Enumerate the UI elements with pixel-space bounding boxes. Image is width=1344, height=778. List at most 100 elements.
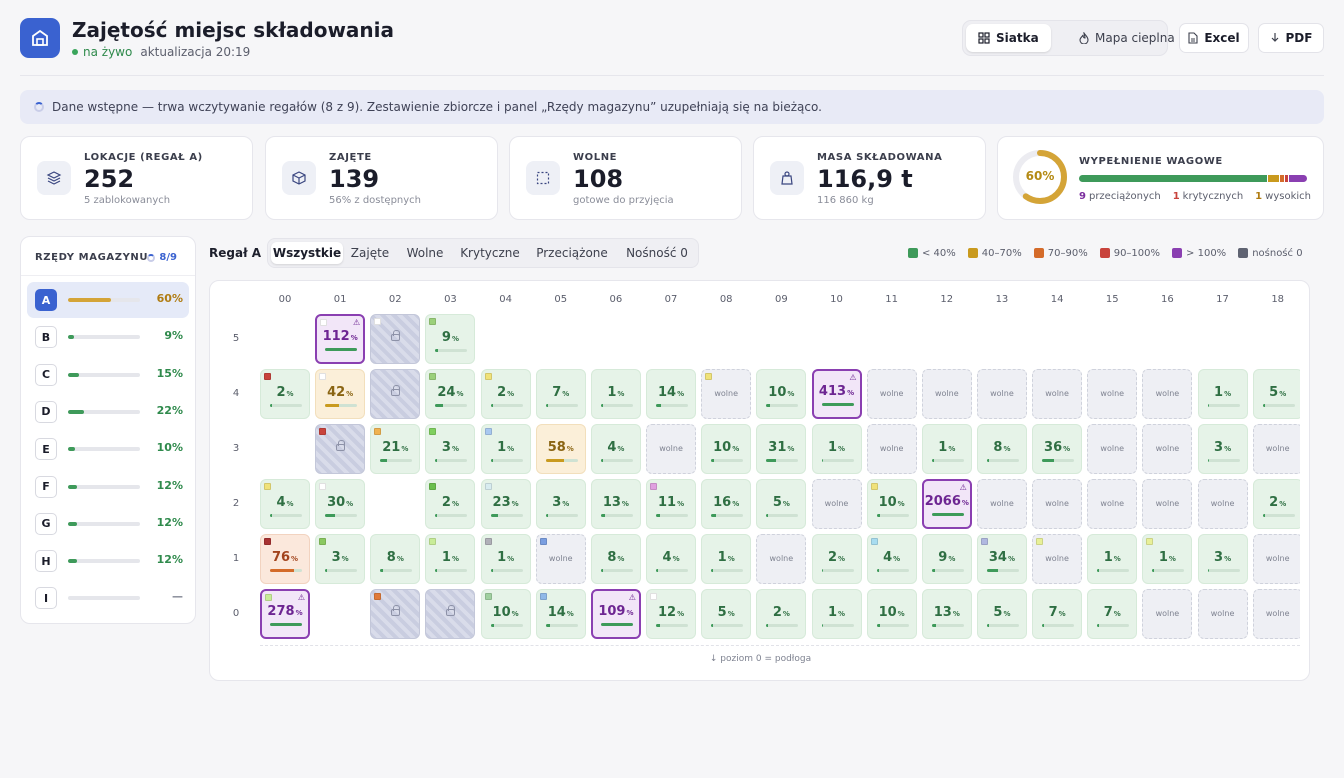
storage-cell[interactable]: 4% — [260, 479, 310, 529]
storage-cell[interactable]: 2% — [756, 589, 807, 639]
row-item-f[interactable]: F 12% — [27, 469, 189, 505]
storage-cell[interactable]: 2% — [425, 479, 476, 529]
storage-cell[interactable]: 1% — [1087, 534, 1138, 584]
storage-cell[interactable]: 8% — [590, 534, 641, 584]
storage-cell[interactable]: 7% — [535, 369, 586, 419]
storage-cell-free[interactable]: wolne — [1087, 424, 1138, 474]
row-item-d[interactable]: D 22% — [27, 394, 189, 430]
storage-cell[interactable]: 5% — [976, 589, 1027, 639]
storage-cell[interactable]: 12% — [646, 589, 697, 639]
row-item-e[interactable]: E 10% — [27, 431, 189, 467]
storage-cell[interactable]: 42% — [315, 369, 366, 419]
view-grid-button[interactable]: Siatka — [966, 24, 1051, 52]
storage-cell[interactable]: 23% — [480, 479, 531, 529]
storage-cell-blocked[interactable] — [370, 589, 421, 639]
storage-cell[interactable]: 8% — [370, 534, 421, 584]
row-item-a[interactable]: A 60% — [27, 282, 189, 318]
export-pdf-button[interactable]: PDF — [1258, 23, 1324, 53]
storage-cell-free[interactable]: wolne — [1252, 534, 1300, 584]
storage-cell[interactable]: 1% — [590, 369, 641, 419]
storage-cell[interactable]: 3% — [1197, 534, 1248, 584]
storage-cell[interactable]: 13% — [590, 479, 641, 529]
storage-cell[interactable]: 4% — [866, 534, 917, 584]
storage-cell[interactable]: 4% — [646, 534, 697, 584]
storage-cell-free[interactable]: wolne — [701, 369, 752, 419]
storage-cell[interactable]: 2% — [811, 534, 862, 584]
filter-przeciążone[interactable]: Przeciążone — [536, 246, 608, 260]
storage-cell[interactable]: 2% — [480, 369, 531, 419]
storage-cell[interactable]: 1% — [1197, 369, 1248, 419]
storage-cell[interactable]: 31% — [756, 424, 807, 474]
storage-cell-free[interactable]: wolne — [1142, 479, 1193, 529]
row-item-i[interactable]: I — — [27, 580, 189, 616]
storage-cell[interactable]: 14% — [535, 589, 586, 639]
storage-cell[interactable]: 10% — [866, 589, 917, 639]
storage-cell[interactable]: 2% — [1252, 479, 1300, 529]
storage-cell-free[interactable]: wolne — [1032, 369, 1083, 419]
storage-cell-blocked[interactable] — [370, 369, 421, 419]
storage-cell[interactable]: 58% — [535, 424, 586, 474]
storage-cell[interactable]: 5% — [1252, 369, 1300, 419]
storage-cell-free[interactable]: wolne — [921, 369, 972, 419]
storage-cell[interactable]: 13% — [921, 589, 972, 639]
storage-cell[interactable]: 413% ⚠ — [811, 369, 862, 419]
row-item-g[interactable]: G 12% — [27, 506, 189, 542]
filter-zajęte[interactable]: Zajęte — [350, 246, 390, 260]
storage-cell[interactable]: 11% — [646, 479, 697, 529]
filter-wolne[interactable]: Wolne — [406, 246, 444, 260]
storage-cell-free[interactable]: wolne — [976, 369, 1027, 419]
storage-cell-free[interactable]: wolne — [1197, 479, 1248, 529]
storage-cell-free[interactable]: wolne — [1087, 369, 1138, 419]
storage-cell[interactable]: 76% — [260, 534, 310, 584]
storage-cell[interactable]: 24% — [425, 369, 476, 419]
storage-cell-free[interactable]: wolne — [811, 479, 862, 529]
storage-cell-free[interactable]: wolne — [1197, 589, 1248, 639]
export-excel-button[interactable]: Excel — [1179, 23, 1249, 53]
storage-cell-blocked[interactable] — [315, 424, 366, 474]
row-item-b[interactable]: B 9% — [27, 319, 189, 355]
storage-cell[interactable]: 10% — [866, 479, 917, 529]
storage-cell[interactable]: 109% ⚠ — [590, 589, 641, 639]
view-heatmap-button[interactable]: Mapa cieplna — [1067, 24, 1187, 52]
storage-cell-free[interactable]: wolne — [1252, 589, 1300, 639]
storage-cell-free[interactable]: wolne — [646, 424, 697, 474]
storage-cell[interactable]: 10% — [480, 589, 531, 639]
storage-cell[interactable]: 10% — [756, 369, 807, 419]
storage-cell[interactable]: 3% — [535, 479, 586, 529]
storage-cell-free[interactable]: wolne — [1142, 424, 1193, 474]
row-item-h[interactable]: H 12% — [27, 543, 189, 579]
storage-cell[interactable]: 10% — [701, 424, 752, 474]
storage-cell[interactable]: 30% — [315, 479, 366, 529]
storage-cell[interactable]: 21% — [370, 424, 421, 474]
storage-cell[interactable]: 7% — [1087, 589, 1138, 639]
storage-cell[interactable]: 1% — [921, 424, 972, 474]
storage-cell[interactable]: 1% — [701, 534, 752, 584]
storage-cell[interactable]: 3% — [425, 424, 476, 474]
storage-cell-free[interactable]: wolne — [1252, 424, 1300, 474]
filter-wszystkie[interactable]: Wszystkie — [271, 242, 343, 264]
storage-cell[interactable]: 1% — [480, 534, 531, 584]
storage-cell-free[interactable]: wolne — [1087, 479, 1138, 529]
storage-cell[interactable]: 2% — [260, 369, 310, 419]
storage-cell-free[interactable]: wolne — [866, 369, 917, 419]
storage-cell-free[interactable]: wolne — [1032, 479, 1083, 529]
storage-cell[interactable]: 3% — [315, 534, 366, 584]
storage-cell[interactable]: 7% — [1032, 589, 1083, 639]
storage-cell[interactable]: 16% — [701, 479, 752, 529]
filter-nośność-0[interactable]: Nośność 0 — [626, 246, 688, 260]
storage-cell[interactable]: 1% — [425, 534, 476, 584]
storage-cell-free[interactable]: wolne — [756, 534, 807, 584]
storage-cell[interactable]: 1% — [811, 589, 862, 639]
storage-cell[interactable]: 36% — [1032, 424, 1083, 474]
storage-cell-free[interactable]: wolne — [976, 479, 1027, 529]
storage-cell[interactable]: 4% — [590, 424, 641, 474]
storage-cell[interactable]: 112% ⚠ — [315, 314, 366, 364]
storage-cell[interactable]: 14% — [646, 369, 697, 419]
storage-cell[interactable]: 2066% ⚠ — [921, 479, 972, 529]
storage-cell[interactable]: 34% — [976, 534, 1027, 584]
storage-cell[interactable]: 3% — [1197, 424, 1248, 474]
storage-cell-blocked[interactable] — [370, 314, 421, 364]
storage-cell[interactable]: 1% — [1142, 534, 1193, 584]
storage-cell[interactable]: 5% — [701, 589, 752, 639]
storage-cell[interactable]: 278% ⚠ — [260, 589, 310, 639]
